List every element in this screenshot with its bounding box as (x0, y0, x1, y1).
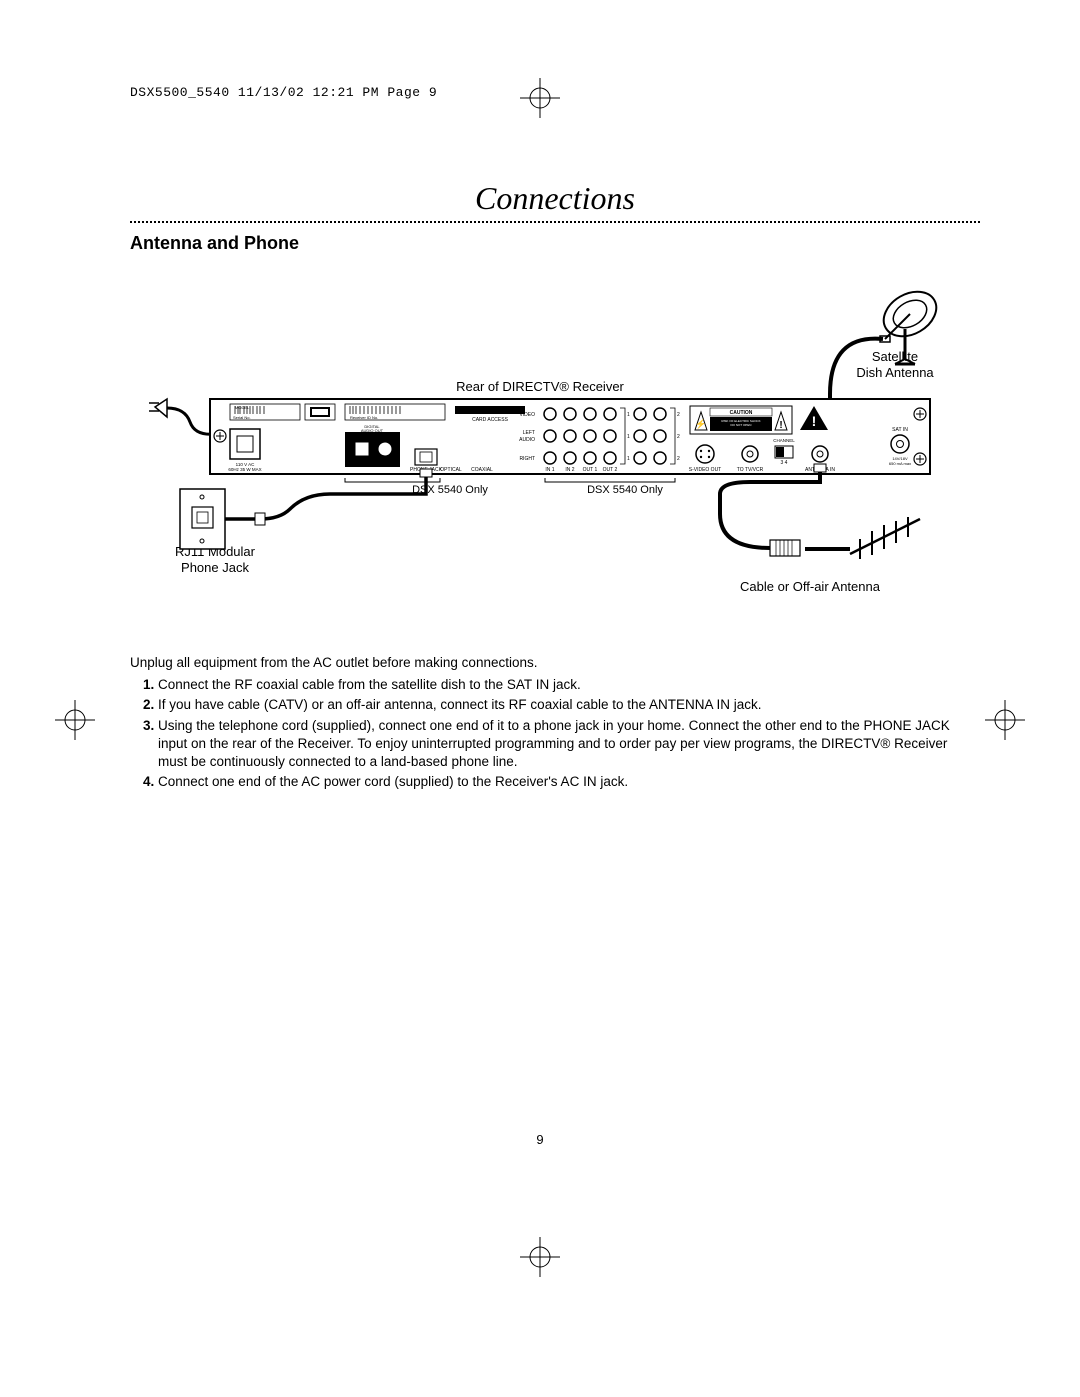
satellite-dish-icon (876, 283, 944, 364)
diagram-svg: ⚡ ! ! MODEL Serial No. Receiver ID No. 1… (130, 264, 990, 624)
svg-text:SAT IN: SAT IN (892, 427, 908, 433)
svg-text:DO NOT OPEN: DO NOT OPEN (731, 423, 752, 427)
svg-text:Serial No.: Serial No. (233, 415, 251, 420)
svg-text:3 4: 3 4 (781, 460, 788, 466)
instruction-intro: Unplug all equipment from the AC outlet … (130, 654, 980, 672)
receiver-panel: ⚡ ! ! MODEL Serial No. Receiver ID No. 1… (210, 399, 930, 474)
off-air-antenna-icon (850, 517, 920, 559)
instruction-step: Connect one end of the AC power cord (su… (158, 773, 980, 791)
wall-jack-icon (180, 489, 225, 549)
crop-mark-top (520, 78, 560, 118)
svg-text:IN 2: IN 2 (565, 467, 574, 473)
svg-text:S-VIDEO OUT: S-VIDEO OUT (689, 467, 722, 473)
svg-text:IN 1: IN 1 (545, 467, 554, 473)
svg-text:RIGHT: RIGHT (519, 456, 535, 462)
instruction-step: Connect the RF coaxial cable from the sa… (158, 676, 980, 694)
svg-text:LEFT: LEFT (523, 430, 535, 436)
svg-text:MODEL: MODEL (235, 405, 250, 410)
svg-text:1: 1 (627, 412, 630, 418)
svg-text:60Hz 35 W MAX: 60Hz 35 W MAX (228, 467, 261, 472)
instruction-block: Unplug all equipment from the AC outlet … (130, 654, 980, 792)
svg-text:AUDIO OUT: AUDIO OUT (361, 428, 384, 433)
svg-text:TO TV/VCR: TO TV/VCR (737, 467, 764, 473)
crop-mark-left (55, 700, 95, 740)
svg-text:VIDEO: VIDEO (519, 412, 535, 418)
crop-mark-bottom (520, 1237, 560, 1277)
svg-text:!: ! (812, 413, 817, 429)
page-number: 9 (0, 1132, 1080, 1147)
sub-title: Antenna and Phone (130, 233, 980, 254)
dotted-rule (130, 221, 980, 223)
svg-text:650 mA max: 650 mA max (889, 461, 911, 466)
svg-text:CARD ACCESS: CARD ACCESS (472, 417, 509, 423)
svg-text:CHANNEL: CHANNEL (773, 438, 795, 443)
svg-text:2: 2 (677, 412, 680, 418)
instruction-step: If you have cable (CATV) or an off-air a… (158, 696, 980, 714)
svg-text:CAUTION: CAUTION (730, 410, 753, 416)
crop-mark-right (985, 700, 1025, 740)
svg-text:2: 2 (677, 434, 680, 440)
svg-text:OUT 1: OUT 1 (583, 467, 598, 473)
ac-plug-icon (149, 399, 167, 417)
svg-text:Receiver ID No.: Receiver ID No. (350, 415, 378, 420)
svg-text:!: ! (779, 420, 782, 431)
svg-text:2: 2 (677, 456, 680, 462)
connection-diagram: SatelliteDish Antenna Rear of DIRECTV® R… (130, 264, 980, 624)
svg-text:OPTICAL: OPTICAL (440, 467, 462, 473)
instruction-step: Using the telephone cord (supplied), con… (158, 717, 980, 772)
svg-text:AUDIO: AUDIO (519, 437, 535, 443)
svg-text:1: 1 (627, 456, 630, 462)
svg-text:OUT 2: OUT 2 (603, 467, 618, 473)
svg-text:1: 1 (627, 434, 630, 440)
instruction-list: Connect the RF coaxial cable from the sa… (130, 676, 980, 791)
svg-text:⚡: ⚡ (695, 418, 706, 430)
section-title: Connections (130, 180, 980, 217)
svg-text:COAXIAL: COAXIAL (471, 467, 493, 473)
